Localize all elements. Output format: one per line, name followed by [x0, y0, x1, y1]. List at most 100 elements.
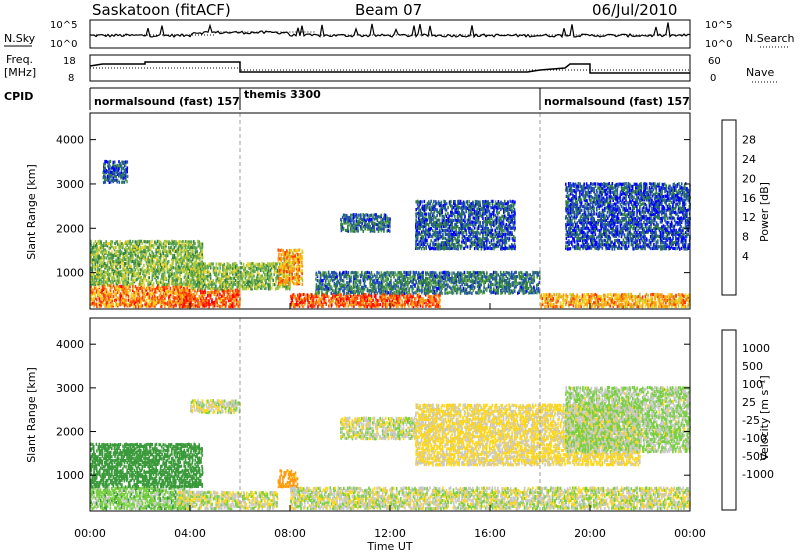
heatmap-cell: [190, 245, 192, 249]
heatmap-cell: [140, 254, 142, 258]
heatmap-cell: [530, 285, 533, 289]
heatmap-cell: [176, 257, 178, 262]
heatmap-cell: [102, 276, 105, 280]
heatmap-cell: [116, 270, 118, 274]
heatmap-cell: [230, 277, 233, 281]
heatmap-cell: [141, 296, 144, 300]
heatmap-cell: [216, 266, 219, 270]
heatmap-cell: [192, 244, 194, 248]
heatmap-cell: [144, 274, 146, 278]
heatmap-cell: [361, 270, 363, 274]
heatmap-cell: [130, 256, 133, 260]
heatmap-cell: [526, 286, 528, 291]
heatmap-cell: [149, 298, 152, 302]
heatmap-cell: [94, 266, 97, 270]
heatmap-cell: [133, 272, 135, 276]
heatmap-cell: [146, 266, 148, 270]
heatmap-cell: [141, 266, 144, 270]
heatmap-cell: [197, 244, 200, 248]
heatmap-cell: [90, 250, 93, 254]
heatmap-cell: [130, 277, 133, 282]
heatmap-cell: [265, 286, 267, 290]
heatmap-cell: [108, 266, 111, 270]
heatmap-cell: [122, 243, 124, 247]
heatmap-cell: [435, 302, 438, 306]
heatmap-cell: [168, 280, 170, 284]
heatmap-cell: [93, 252, 95, 256]
heatmap-cell: [379, 303, 381, 307]
heatmap-cell: [108, 278, 110, 282]
heatmap-cell: [251, 266, 253, 270]
heatmap-cell: [497, 273, 500, 277]
heatmap-cell: [143, 247, 145, 251]
heatmap-cell: [128, 286, 130, 290]
heatmap-cell: [173, 248, 175, 252]
heatmap-cell: [104, 303, 106, 307]
heatmap-cell: [127, 246, 130, 250]
heatmap-cell: [486, 286, 488, 290]
heatmap-cell: [164, 250, 166, 254]
heatmap-cell: [492, 270, 495, 274]
heatmap-cell: [165, 239, 167, 244]
heatmap-cell: [172, 304, 175, 309]
heatmap-cell: [103, 259, 105, 264]
heatmap-cell: [118, 250, 120, 254]
heatmap-cell: [426, 277, 429, 281]
heatmap-cell: [169, 286, 172, 290]
heatmap-cell: [169, 292, 172, 296]
heatmap-cell: [113, 276, 116, 280]
heatmap-cell: [316, 285, 318, 289]
heatmap-cell: [189, 272, 191, 276]
heatmap-cell: [134, 300, 137, 304]
heatmap-cell: [229, 272, 231, 276]
heatmap-cell: [173, 284, 176, 288]
heatmap-cell: [179, 252, 181, 256]
heatmap-cell: [147, 296, 150, 300]
heatmap-cell: [415, 297, 417, 301]
heatmap-cell: [167, 246, 170, 250]
heatmap-cell: [129, 248, 131, 252]
heatmap-cell: [109, 284, 112, 288]
heatmap-cell: [163, 262, 166, 266]
heatmap-cell: [136, 260, 139, 264]
heatmap-cell: [119, 284, 122, 288]
heatmap-cell: [165, 292, 167, 296]
heatmap-cell: [102, 245, 105, 249]
heatmap-cell: [361, 285, 363, 289]
heatmap-cell: [133, 278, 136, 282]
heatmap-cell: [148, 271, 151, 276]
heatmap-cell: [129, 242, 132, 246]
heatmap-cell: [168, 302, 170, 306]
heatmap-cell: [185, 248, 188, 252]
heatmap-cell: [98, 241, 101, 245]
heatmap-cell: [366, 287, 369, 291]
heatmap-cell: [90, 288, 92, 292]
heatmap-cell: [425, 245, 427, 249]
heatmap-cell: [115, 164, 117, 168]
heatmap-cell: [155, 278, 158, 283]
heatmap-cell: [136, 286, 138, 290]
heatmap-cell: [452, 285, 455, 289]
heatmap-cell: [186, 280, 188, 284]
station-title: Saskatoon (fitACF): [92, 1, 231, 19]
heatmap-cell: [171, 248, 173, 252]
heatmap-cell: [148, 280, 151, 284]
heatmap-cell: [119, 254, 121, 258]
heatmap-cell: [110, 272, 112, 276]
heatmap-cell: [278, 276, 281, 281]
heatmap-cell: [140, 268, 142, 272]
heatmap-cell: [156, 260, 159, 264]
heatmap-cell: [202, 290, 205, 294]
heatmap-cell: [114, 272, 116, 276]
heatmap-cell: [109, 260, 112, 264]
heatmap-cell: [198, 281, 201, 285]
heatmap-cell: [93, 284, 95, 288]
heatmap-cell: [120, 272, 123, 276]
heatmap-cell: [119, 240, 121, 244]
heatmap-cell: [394, 291, 396, 295]
heatmap-cell: [147, 302, 150, 306]
heatmap-cell: [430, 239, 432, 243]
heatmap-cell: [155, 286, 158, 290]
heatmap-cell: [504, 278, 506, 282]
heatmap-cell: [173, 242, 176, 246]
